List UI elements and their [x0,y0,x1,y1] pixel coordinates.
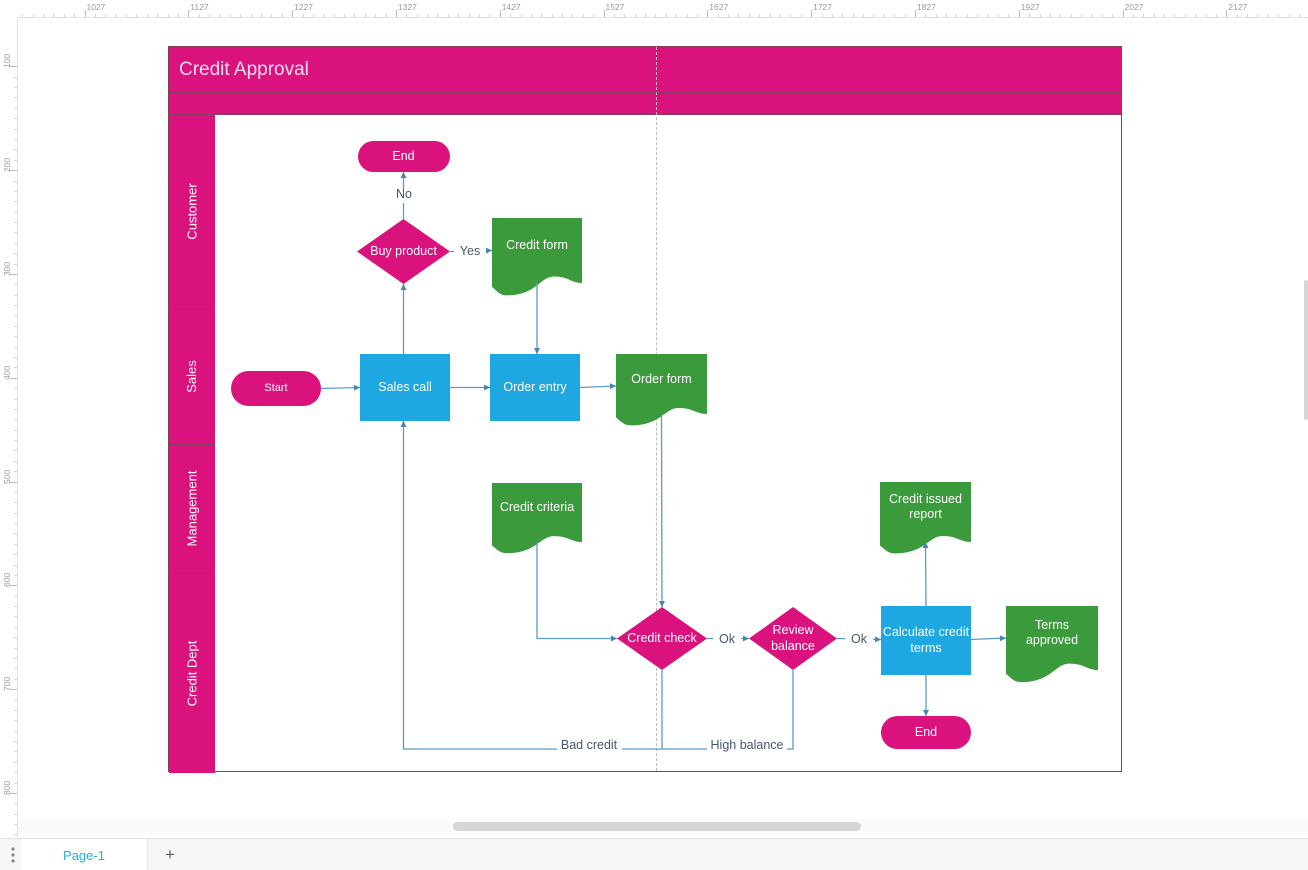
svg-text:Bad credit: Bad credit [561,738,618,752]
svg-text:High balance: High balance [711,738,784,752]
svg-text:Yes: Yes [460,244,480,258]
svg-text:Ok: Ok [851,632,868,646]
svg-text:No: No [396,187,412,201]
svg-text:Ok: Ok [719,632,736,646]
